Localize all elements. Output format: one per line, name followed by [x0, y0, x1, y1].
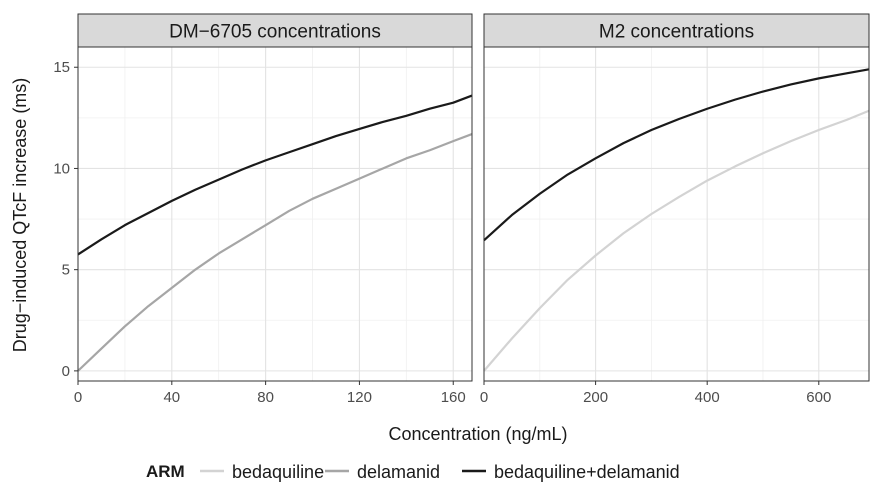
y-tick-label: 5	[62, 262, 70, 279]
y-axis: 0 5 10 15	[53, 59, 78, 380]
legend-label: bedaquiline+delamanid	[494, 462, 680, 482]
x-tick-label: 600	[806, 389, 831, 406]
strip-background	[77, 13, 473, 48]
y-tick-label: 10	[53, 160, 70, 177]
y-tick-label: 15	[53, 59, 70, 76]
x-tick-label: 200	[583, 389, 608, 406]
strip-label: M2 concentrations	[599, 22, 754, 43]
panel-1: M2 concentrations 0 200 400 600	[480, 13, 870, 406]
legend: ARM bedaquiline delamanid bedaquiline+dela…	[146, 462, 680, 482]
plot-background	[78, 47, 472, 381]
y-axis-title: Drug−induced QTcF increase (ms)	[10, 78, 30, 353]
x-tick-label: 120	[347, 389, 372, 406]
x-tick-label: 80	[257, 389, 274, 406]
x-tick-label: 160	[441, 389, 466, 406]
x-tick-label: 40	[163, 389, 180, 406]
panel-0: DM−6705 concentrations 0 40 80 120 160	[74, 13, 473, 406]
series-line-bedaquiline-delamanid	[483, 68, 870, 242]
series-line-delamanid	[77, 133, 473, 372]
x-tick-label: 0	[480, 389, 488, 406]
plot-background	[484, 47, 869, 381]
legend-title: ARM	[146, 462, 185, 481]
strip-background	[483, 13, 870, 48]
legend-label: bedaquiline	[232, 462, 324, 482]
x-tick-label: 0	[74, 389, 82, 406]
x-tick-label: 400	[695, 389, 720, 406]
y-tick-label: 0	[62, 363, 70, 380]
series-line-bedaquiline-delamanid	[77, 94, 473, 256]
series-line-bedaquiline	[483, 109, 870, 372]
strip-label: DM−6705 concentrations	[169, 22, 381, 43]
panel-border	[77, 46, 473, 382]
panel-border	[483, 46, 870, 382]
x-axis-title: Concentration (ng/mL)	[388, 424, 567, 444]
legend-label: delamanid	[357, 462, 440, 482]
